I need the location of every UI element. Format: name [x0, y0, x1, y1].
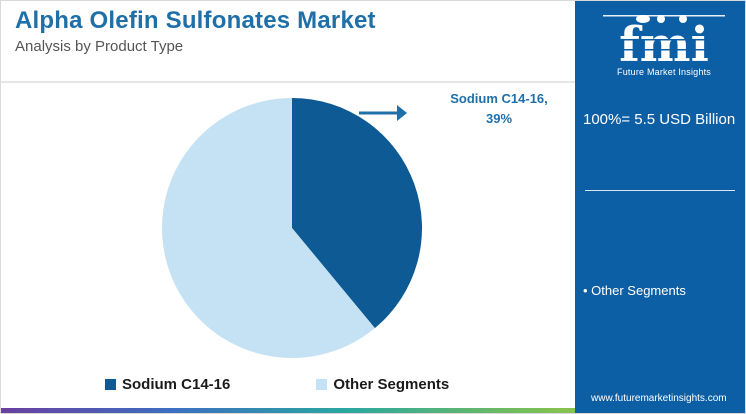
logo-subtitle: Future Market Insights: [617, 67, 711, 77]
website-url: www.futuremarketinsights.com: [591, 393, 727, 404]
header-divider: [1, 81, 575, 83]
page-title: Alpha Olefin Sulfonates Market: [15, 7, 376, 34]
legend-label-sodium: Sodium C14-16: [122, 376, 231, 393]
fmi-logo-mark: fmi: [603, 15, 725, 73]
bottom-gradient-strip: [1, 408, 575, 413]
segment-list-item: • Other Segments: [583, 283, 686, 298]
sidebar-panel: fmi Future Market Insights 100%= 5.5 USD…: [575, 1, 745, 413]
pie-slice-other-segments: [161, 98, 375, 358]
chart-legend: Sodium C14-16 Other Segments: [105, 376, 535, 393]
legend-swatch-sodium: [105, 379, 116, 390]
market-total: 100%= 5.5 USD Billion: [583, 111, 736, 128]
logo-wordmark: fmi: [619, 17, 709, 65]
slice-annotation-value: 39%: [486, 111, 512, 126]
legend-item-other: Other Segments: [316, 376, 449, 393]
fmi-logo: fmi Future Market Insights: [599, 9, 729, 83]
legend-label-other: Other Segments: [333, 376, 450, 393]
annotation-arrow-head: [397, 105, 407, 121]
pie-slices: [161, 98, 422, 358]
legend-swatch-other: [316, 379, 328, 390]
page-subtitle: Analysis by Product Type: [15, 38, 184, 55]
pie-slice-sodium-c14-16: [292, 98, 422, 329]
legend-item-sodium: Sodium C14-16: [105, 376, 230, 393]
sidebar-divider: [585, 190, 735, 191]
slice-annotation-label: Sodium C14-16,: [450, 91, 548, 106]
pie-chart: Sodium C14-16, 39%: [161, 91, 548, 358]
